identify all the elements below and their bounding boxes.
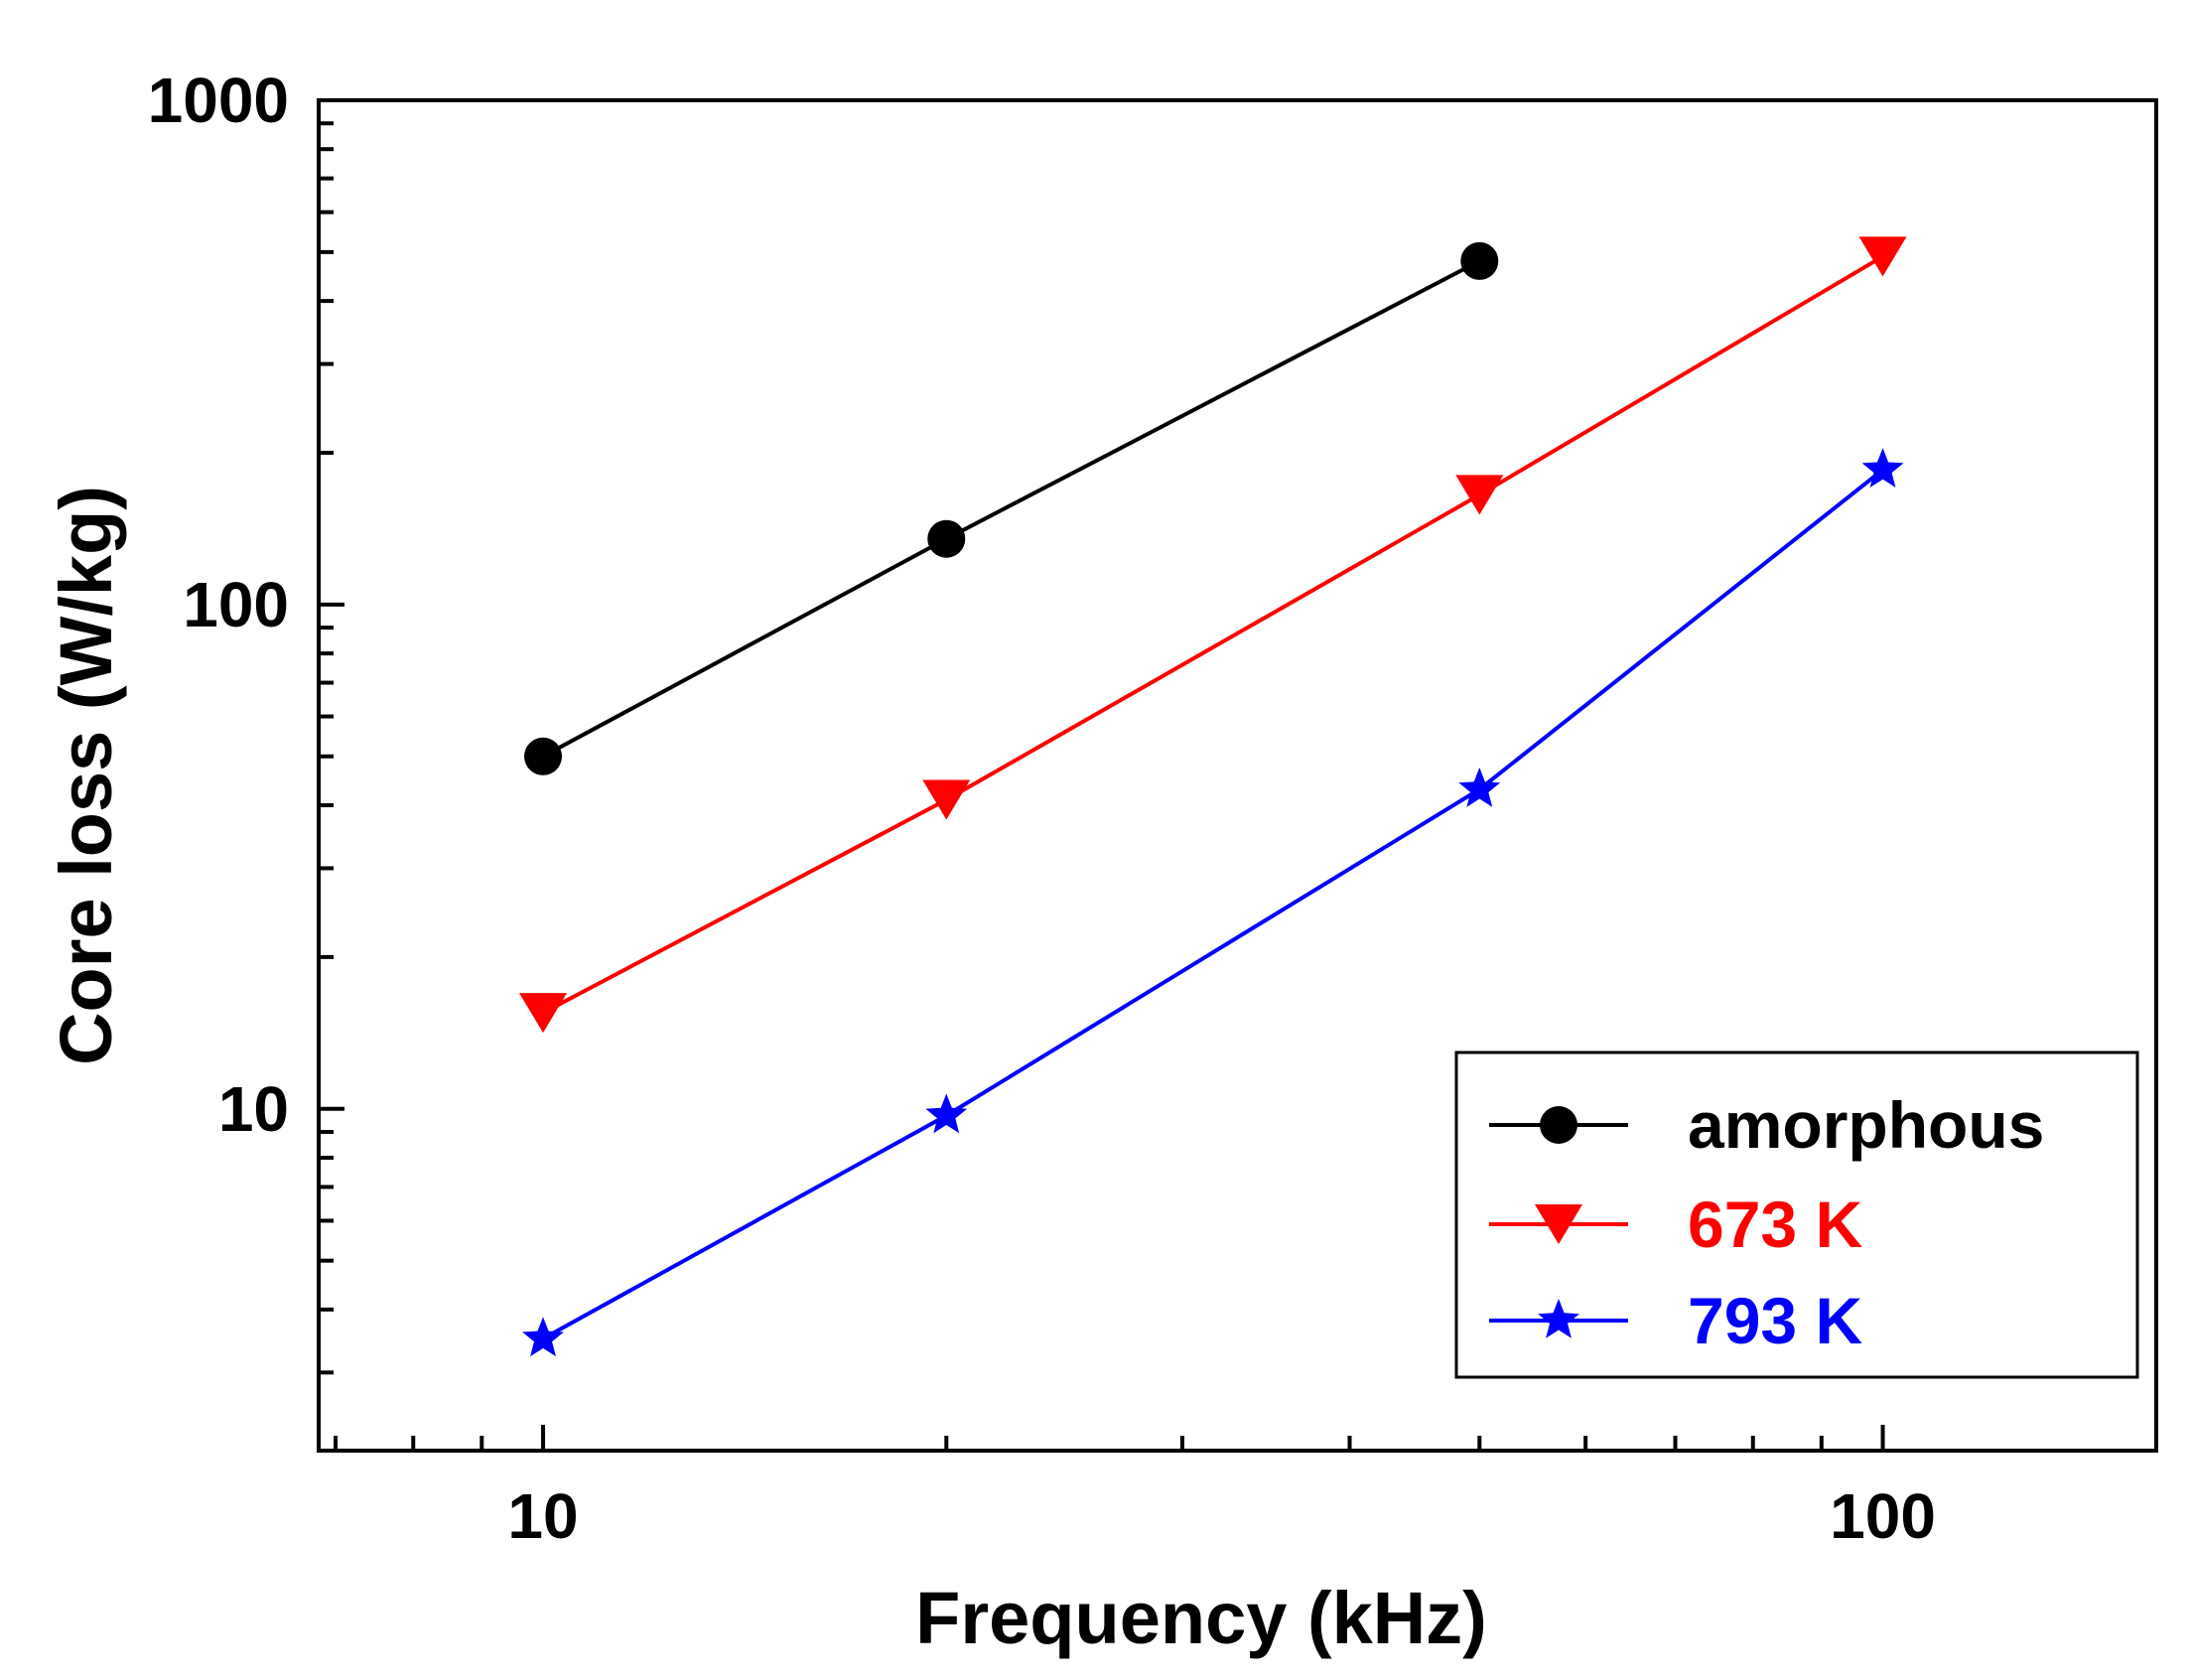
x-axis-title: Frequency (kHz) [915,1577,1487,1659]
data-point [922,779,971,820]
series-793-k [522,448,1904,1357]
series-line [542,468,1884,1341]
legend-marker [1540,1106,1577,1144]
series-673-k [519,236,1907,1034]
legend-entry: 793 K [1489,1284,1862,1357]
data-point [1458,768,1501,807]
data-point [1858,236,1907,277]
data-point [925,1093,968,1134]
legend-label: amorphous [1688,1088,2044,1162]
ticks-layer [319,98,1885,1451]
legend-items: amorphous 673 K 793 K [1489,1088,2044,1357]
data-point [1455,475,1504,515]
legend-entry: amorphous [1489,1088,2044,1162]
x-tick-label: 100 [1830,1480,1936,1552]
legend-marker [1538,1299,1579,1338]
y-axis-title: Core loss (W/kg) [45,486,127,1065]
legend-marker [1535,1204,1582,1244]
data-point [522,1317,564,1357]
series-line [542,254,1884,1015]
legend-label: 793 K [1688,1284,1862,1357]
y-tick-label: 1000 [148,65,289,136]
y-tick-label: 100 [183,569,289,640]
legend-label: 673 K [1688,1188,1862,1261]
data-point [519,993,568,1034]
data-point [524,737,563,775]
data-point [1861,448,1904,488]
series-amorphous [524,241,1499,775]
legend-entry: 673 K [1489,1188,1862,1261]
legend: amorphous 673 K 793 K [1454,1050,2139,1379]
series-layer [519,236,1907,1357]
y-tick-label: 10 [218,1073,289,1145]
data-point [927,519,966,558]
plot-frame [317,98,2158,1453]
data-point [1460,241,1499,280]
labels-layer: 10 100 10 100 1000 [148,65,1936,1552]
x-tick-label: 10 [507,1480,578,1552]
